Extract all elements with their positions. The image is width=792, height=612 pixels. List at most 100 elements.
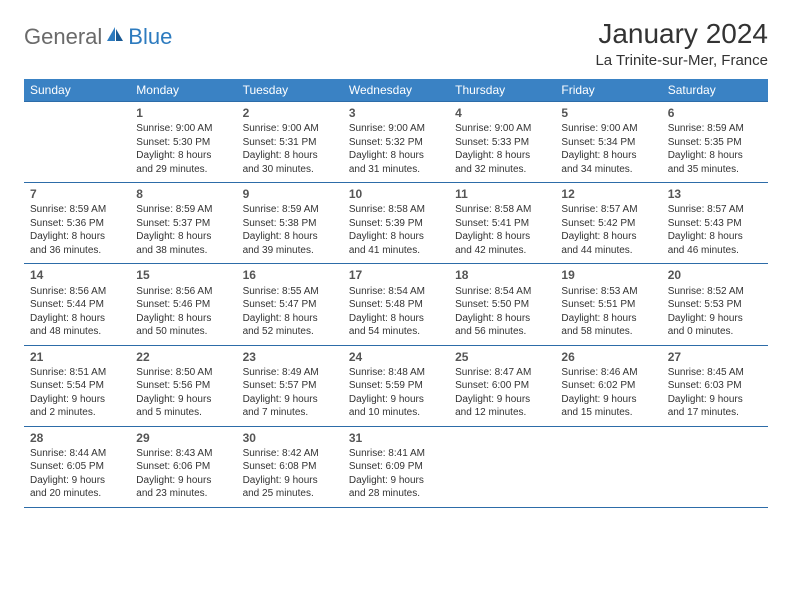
calendar-row: 14Sunrise: 8:56 AMSunset: 5:44 PMDayligh…: [24, 264, 768, 345]
calendar-row: 21Sunrise: 8:51 AMSunset: 5:54 PMDayligh…: [24, 345, 768, 426]
sunset-text: Sunset: 5:38 PM: [243, 217, 337, 231]
sunset-text: Sunset: 5:41 PM: [455, 217, 549, 231]
sunset-text: Sunset: 5:42 PM: [561, 217, 655, 231]
sunset-text: Sunset: 6:00 PM: [455, 379, 549, 393]
header-right: January 2024 La Trinite-sur-Mer, France: [595, 18, 768, 69]
day-number: 31: [349, 430, 443, 446]
sunset-text: Sunset: 6:02 PM: [561, 379, 655, 393]
sunrise-text: Sunrise: 8:56 AM: [30, 285, 124, 299]
sunrise-text: Sunrise: 8:59 AM: [136, 203, 230, 217]
calendar-cell: 10Sunrise: 8:58 AMSunset: 5:39 PMDayligh…: [343, 183, 449, 264]
logo-text-blue: Blue: [128, 24, 172, 50]
sunrise-text: Sunrise: 9:00 AM: [136, 122, 230, 136]
weekday-header: Monday: [130, 79, 236, 102]
daylight-text: Daylight: 8 hours and 46 minutes.: [668, 230, 762, 257]
daylight-text: Daylight: 9 hours and 25 minutes.: [243, 474, 337, 501]
daylight-text: Daylight: 8 hours and 54 minutes.: [349, 312, 443, 339]
daylight-text: Daylight: 9 hours and 0 minutes.: [668, 312, 762, 339]
daylight-text: Daylight: 8 hours and 41 minutes.: [349, 230, 443, 257]
day-number: 6: [668, 105, 762, 121]
daylight-text: Daylight: 9 hours and 17 minutes.: [668, 393, 762, 420]
day-number: 17: [349, 267, 443, 283]
sunrise-text: Sunrise: 8:46 AM: [561, 366, 655, 380]
weekday-header: Friday: [555, 79, 661, 102]
sunset-text: Sunset: 6:09 PM: [349, 460, 443, 474]
daylight-text: Daylight: 9 hours and 7 minutes.: [243, 393, 337, 420]
sunrise-text: Sunrise: 8:55 AM: [243, 285, 337, 299]
calendar-cell: 11Sunrise: 8:58 AMSunset: 5:41 PMDayligh…: [449, 183, 555, 264]
sunrise-text: Sunrise: 8:48 AM: [349, 366, 443, 380]
sunrise-text: Sunrise: 8:57 AM: [561, 203, 655, 217]
calendar-cell: 5Sunrise: 9:00 AMSunset: 5:34 PMDaylight…: [555, 102, 661, 183]
month-title: January 2024: [595, 18, 768, 50]
calendar-cell: 14Sunrise: 8:56 AMSunset: 5:44 PMDayligh…: [24, 264, 130, 345]
day-number: 27: [668, 349, 762, 365]
sunset-text: Sunset: 5:46 PM: [136, 298, 230, 312]
logo-sail-icon: [105, 25, 125, 43]
daylight-text: Daylight: 8 hours and 35 minutes.: [668, 149, 762, 176]
logo: General Blue: [24, 18, 172, 50]
day-number: 11: [455, 186, 549, 202]
calendar-cell: 3Sunrise: 9:00 AMSunset: 5:32 PMDaylight…: [343, 102, 449, 183]
sunset-text: Sunset: 5:54 PM: [30, 379, 124, 393]
sunset-text: Sunset: 6:05 PM: [30, 460, 124, 474]
day-number: 2: [243, 105, 337, 121]
calendar-cell: 23Sunrise: 8:49 AMSunset: 5:57 PMDayligh…: [237, 345, 343, 426]
sunrise-text: Sunrise: 8:59 AM: [243, 203, 337, 217]
day-number: 4: [455, 105, 549, 121]
daylight-text: Daylight: 9 hours and 12 minutes.: [455, 393, 549, 420]
sunset-text: Sunset: 5:50 PM: [455, 298, 549, 312]
calendar-cell: 2Sunrise: 9:00 AMSunset: 5:31 PMDaylight…: [237, 102, 343, 183]
sunrise-text: Sunrise: 8:41 AM: [349, 447, 443, 461]
daylight-text: Daylight: 9 hours and 23 minutes.: [136, 474, 230, 501]
calendar-cell: 1Sunrise: 9:00 AMSunset: 5:30 PMDaylight…: [130, 102, 236, 183]
daylight-text: Daylight: 9 hours and 15 minutes.: [561, 393, 655, 420]
calendar-cell: 15Sunrise: 8:56 AMSunset: 5:46 PMDayligh…: [130, 264, 236, 345]
sunset-text: Sunset: 5:35 PM: [668, 136, 762, 150]
day-number: 10: [349, 186, 443, 202]
day-number: 16: [243, 267, 337, 283]
calendar-cell: 4Sunrise: 9:00 AMSunset: 5:33 PMDaylight…: [449, 102, 555, 183]
weekday-header: Tuesday: [237, 79, 343, 102]
day-number: 3: [349, 105, 443, 121]
sunset-text: Sunset: 6:03 PM: [668, 379, 762, 393]
daylight-text: Daylight: 8 hours and 34 minutes.: [561, 149, 655, 176]
logo-text-general: General: [24, 24, 102, 50]
daylight-text: Daylight: 8 hours and 44 minutes.: [561, 230, 655, 257]
calendar-cell: 8Sunrise: 8:59 AMSunset: 5:37 PMDaylight…: [130, 183, 236, 264]
calendar-cell: [555, 426, 661, 507]
sunset-text: Sunset: 5:30 PM: [136, 136, 230, 150]
sunset-text: Sunset: 5:48 PM: [349, 298, 443, 312]
daylight-text: Daylight: 8 hours and 56 minutes.: [455, 312, 549, 339]
weekday-header: Wednesday: [343, 79, 449, 102]
calendar-cell: 12Sunrise: 8:57 AMSunset: 5:42 PMDayligh…: [555, 183, 661, 264]
calendar-cell: [24, 102, 130, 183]
sunrise-text: Sunrise: 8:58 AM: [349, 203, 443, 217]
calendar-cell: [662, 426, 768, 507]
daylight-text: Daylight: 9 hours and 28 minutes.: [349, 474, 443, 501]
sunrise-text: Sunrise: 8:51 AM: [30, 366, 124, 380]
sunset-text: Sunset: 5:34 PM: [561, 136, 655, 150]
calendar-cell: 30Sunrise: 8:42 AMSunset: 6:08 PMDayligh…: [237, 426, 343, 507]
sunrise-text: Sunrise: 8:53 AM: [561, 285, 655, 299]
sunrise-text: Sunrise: 8:56 AM: [136, 285, 230, 299]
calendar-row: 28Sunrise: 8:44 AMSunset: 6:05 PMDayligh…: [24, 426, 768, 507]
sunset-text: Sunset: 5:53 PM: [668, 298, 762, 312]
calendar-cell: 7Sunrise: 8:59 AMSunset: 5:36 PMDaylight…: [24, 183, 130, 264]
sunrise-text: Sunrise: 8:54 AM: [349, 285, 443, 299]
sunrise-text: Sunrise: 8:43 AM: [136, 447, 230, 461]
daylight-text: Daylight: 9 hours and 10 minutes.: [349, 393, 443, 420]
day-number: 7: [30, 186, 124, 202]
weekday-header: Sunday: [24, 79, 130, 102]
sunrise-text: Sunrise: 8:58 AM: [455, 203, 549, 217]
day-number: 20: [668, 267, 762, 283]
calendar-row: 7Sunrise: 8:59 AMSunset: 5:36 PMDaylight…: [24, 183, 768, 264]
sunset-text: Sunset: 5:44 PM: [30, 298, 124, 312]
sunset-text: Sunset: 5:51 PM: [561, 298, 655, 312]
calendar-cell: 28Sunrise: 8:44 AMSunset: 6:05 PMDayligh…: [24, 426, 130, 507]
daylight-text: Daylight: 8 hours and 39 minutes.: [243, 230, 337, 257]
calendar-cell: 13Sunrise: 8:57 AMSunset: 5:43 PMDayligh…: [662, 183, 768, 264]
sunset-text: Sunset: 5:43 PM: [668, 217, 762, 231]
sunrise-text: Sunrise: 8:42 AM: [243, 447, 337, 461]
calendar-cell: [449, 426, 555, 507]
